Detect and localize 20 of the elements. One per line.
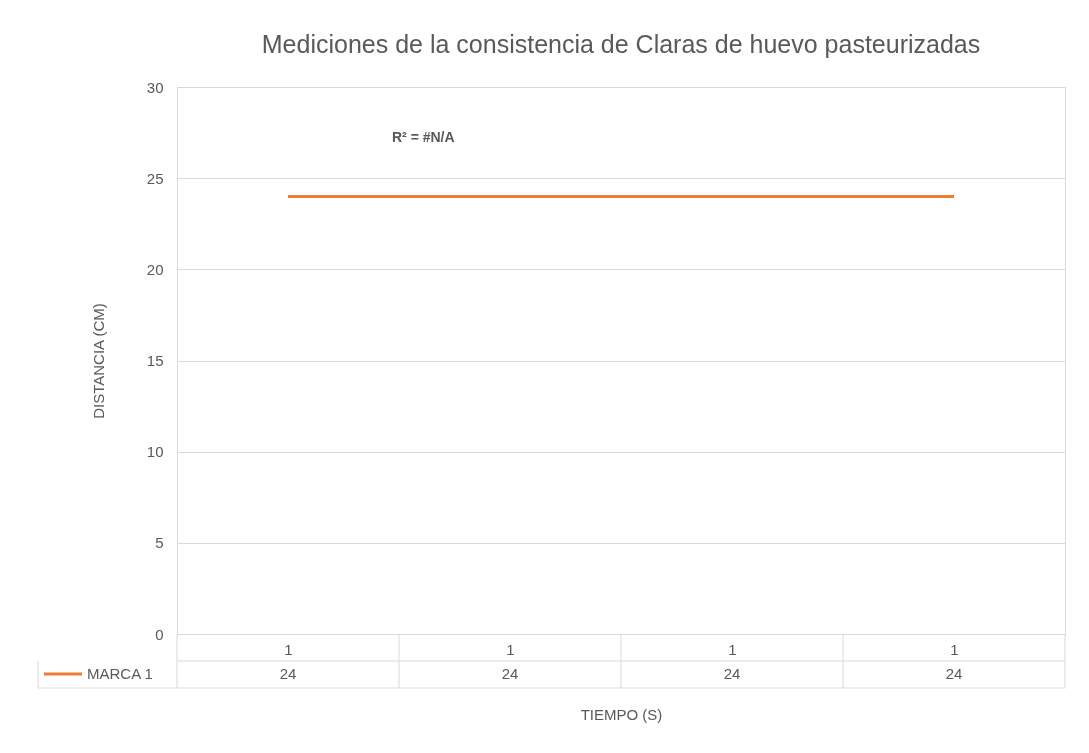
y-tick-label: 10 [146,443,164,461]
legend-label: MARCA 1 [87,665,153,682]
annotation: R² = #N/A [392,129,455,145]
y-tick-label: 5 [155,534,164,552]
x-tick-label: 1 [950,640,959,658]
y-tick-label: 25 [146,169,164,187]
x-tick-label: 1 [728,640,737,658]
chart-title: Mediciones de la consistencia de Claras de huevo pasteurizadas [261,30,981,58]
data-label: 24 [723,665,741,682]
x-axis-title: TIEMPO (S) [580,705,663,723]
x-tick-label: 1 [506,640,515,658]
y-tick-label: 0 [155,625,164,643]
data-label: 24 [279,665,297,682]
y-tick-label: 30 [146,78,164,96]
y-axis-title: DISTANCIA (CM) [89,303,107,419]
y-tick-label: 15 [146,352,164,369]
data-label: 24 [945,665,963,682]
x-tick-label: 1 [284,640,293,658]
y-tick-label: 20 [146,260,164,278]
data-label: 24 [501,665,519,682]
